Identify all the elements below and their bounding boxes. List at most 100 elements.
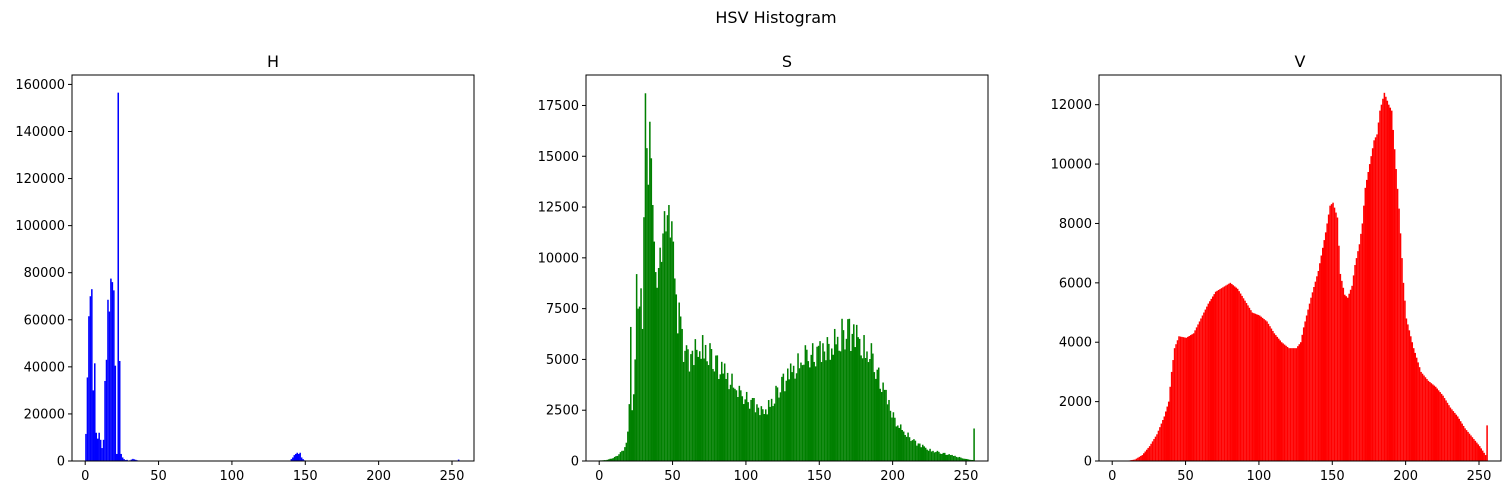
histogram-bar	[1316, 276, 1318, 461]
histogram-bar	[781, 377, 783, 461]
histogram-bar	[119, 361, 121, 461]
histogram-bar	[709, 343, 711, 461]
x-tick-label: 150	[807, 469, 832, 484]
histogram-bar	[1230, 283, 1232, 461]
histogram-bar	[670, 238, 672, 461]
histogram-bar	[110, 279, 112, 461]
histogram-bar	[954, 456, 956, 461]
histogram-bar	[780, 392, 782, 461]
histogram-bar	[693, 365, 695, 461]
histogram-bar	[652, 205, 654, 461]
histogram-bar	[1238, 291, 1240, 461]
histogram-bar	[1369, 164, 1371, 461]
histogram-bar	[1282, 343, 1284, 461]
histogram-bar	[98, 433, 100, 461]
histogram-bar	[887, 404, 889, 461]
histogram-bar	[849, 319, 851, 461]
histogram-bar	[1347, 298, 1349, 461]
histogram-bar	[881, 392, 883, 461]
histogram-bar	[1263, 319, 1265, 461]
histogram-bar	[1271, 329, 1273, 461]
histogram-bar	[112, 282, 114, 461]
histogram-bar	[854, 347, 856, 461]
y-tick-label: 15000	[538, 150, 579, 165]
histogram-bar	[769, 407, 771, 461]
histogram-bar	[947, 455, 949, 461]
histogram-bar	[85, 434, 87, 461]
histogram-bar	[292, 457, 294, 461]
histogram-bar	[1322, 248, 1324, 461]
histogram-bar	[739, 386, 741, 461]
x-tick-label: 0	[595, 469, 603, 484]
x-tick-label: 100	[1247, 469, 1272, 484]
histogram-bar	[1150, 444, 1152, 461]
histogram-bar	[1146, 450, 1148, 461]
x-tick-label: 200	[366, 469, 391, 484]
histogram-bar	[1469, 434, 1471, 461]
histogram-bar	[1288, 348, 1290, 461]
histogram-bar	[1338, 246, 1340, 461]
histogram-bar	[1202, 316, 1204, 461]
histogram-bar	[1200, 318, 1202, 461]
histogram-bar	[1414, 353, 1416, 461]
histogram-bar	[1240, 294, 1242, 461]
histogram-bar	[1456, 415, 1458, 461]
histogram-bar	[830, 360, 832, 461]
histogram-bar	[115, 366, 117, 461]
histogram-bar	[1275, 335, 1277, 461]
y-tick-label: 120000	[15, 172, 65, 187]
x-tick-label: 200	[880, 469, 905, 484]
histogram-bar	[928, 451, 930, 461]
histogram-bar	[1199, 321, 1201, 461]
histogram-bar	[1274, 333, 1276, 461]
histogram-bar	[1382, 99, 1384, 461]
histogram-bar	[1144, 452, 1146, 462]
histogram-bar	[825, 360, 827, 461]
histogram-bar	[1464, 428, 1466, 461]
histogram-bar	[1467, 432, 1469, 461]
histogram-bar	[715, 356, 717, 461]
histogram-bar	[689, 372, 691, 461]
histogram-bar	[623, 451, 625, 461]
histogram-bar	[1162, 420, 1164, 461]
y-tick-label: 60000	[24, 313, 65, 328]
histogram-bar	[1326, 223, 1328, 461]
x-tick-label: 100	[220, 469, 245, 484]
histogram-bar	[1212, 297, 1214, 462]
histogram-bar	[116, 454, 118, 461]
histogram-bar	[1194, 330, 1196, 461]
histogram-bar	[1203, 313, 1205, 461]
histogram-bar	[1300, 342, 1302, 461]
histogram-bar	[1360, 234, 1362, 461]
histogram-bar	[750, 400, 752, 461]
histogram-bar	[1241, 296, 1243, 461]
histogram-bar	[1412, 342, 1414, 461]
histogram-bar	[1381, 105, 1383, 461]
histogram-bar	[822, 343, 824, 461]
histogram-bar	[1363, 206, 1365, 461]
histogram-bar	[777, 387, 779, 461]
histogram-bar	[692, 351, 694, 461]
histogram-bar	[1180, 337, 1182, 461]
histogram-bar	[856, 325, 858, 461]
x-tick-label: 0	[1108, 469, 1116, 484]
histogram-bar	[668, 205, 670, 461]
histogram-bar	[1356, 258, 1358, 461]
histogram-bar	[1318, 271, 1320, 461]
histogram-bar	[1331, 204, 1333, 461]
histogram-bar	[805, 345, 807, 461]
histogram-bar	[87, 377, 89, 461]
histogram-bar	[1319, 263, 1321, 461]
histogram-bar	[922, 445, 924, 461]
histogram-bar	[1156, 434, 1158, 461]
histogram-bar	[753, 398, 755, 461]
subplot-title: V	[1295, 52, 1306, 71]
histogram-bar	[1234, 286, 1236, 461]
histogram-bar	[301, 457, 303, 461]
histogram-bar	[877, 370, 879, 461]
histogram-bar	[633, 394, 635, 461]
histogram-bar	[1378, 123, 1380, 461]
histogram-bar	[878, 368, 880, 461]
histogram-bar	[1394, 149, 1396, 461]
histogram-bars	[1114, 93, 1488, 461]
